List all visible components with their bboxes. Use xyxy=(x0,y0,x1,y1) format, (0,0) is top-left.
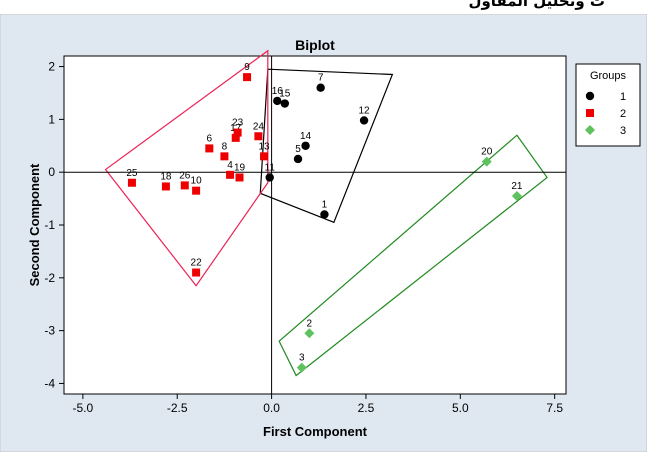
y-tick-label: -4 xyxy=(44,376,55,390)
point-label: 22 xyxy=(191,258,203,269)
point-label: 12 xyxy=(359,105,371,116)
y-tick-label: 0 xyxy=(48,165,55,179)
point-label: 7 xyxy=(318,73,324,84)
point-label: 1 xyxy=(322,199,328,210)
point-18 xyxy=(161,182,170,191)
point-11 xyxy=(265,173,274,182)
point-label: 9 xyxy=(244,62,250,73)
x-tick-label: 0.0 xyxy=(263,401,280,415)
reference-lines xyxy=(64,56,566,394)
point-label: 23 xyxy=(232,118,244,129)
group-outlines xyxy=(104,49,548,377)
point-25 xyxy=(127,178,136,187)
point-label: 8 xyxy=(222,141,228,152)
point-24 xyxy=(254,132,263,141)
legend-title: Groups xyxy=(590,70,627,82)
point-22 xyxy=(192,268,201,277)
point-label: 16 xyxy=(272,86,284,97)
legend: Groups 1 2 3 xyxy=(575,63,641,147)
point-label: 5 xyxy=(295,144,301,155)
group-1-outline xyxy=(259,68,394,224)
point-8 xyxy=(220,152,229,161)
point-5 xyxy=(293,154,303,164)
point-12 xyxy=(359,116,369,125)
point-6 xyxy=(205,144,214,153)
chart-title: Biplot xyxy=(295,37,335,53)
point-label: 4 xyxy=(227,160,233,171)
point-label: 26 xyxy=(179,170,191,181)
point-label: 20 xyxy=(481,147,493,158)
point-2 xyxy=(304,328,315,339)
chart-figure: Biplot First Component Second Component … xyxy=(0,13,647,453)
y-axis-label: Second Component xyxy=(27,163,42,286)
point-14 xyxy=(301,141,310,150)
point-7 xyxy=(316,83,325,92)
x-tick-label: -2.5 xyxy=(167,401,188,415)
point-15 xyxy=(280,99,290,108)
legend-entry-label: 3 xyxy=(620,125,626,137)
point-19 xyxy=(235,173,244,182)
point-label: 21 xyxy=(511,181,523,192)
plot-area xyxy=(63,55,567,395)
y-tick-label: -2 xyxy=(44,271,55,285)
point-9 xyxy=(243,73,252,82)
x-tick-label: 2.5 xyxy=(358,401,375,415)
point-17 xyxy=(231,133,240,142)
point-20 xyxy=(481,156,492,167)
y-tick-label: -1 xyxy=(44,218,55,232)
point-3 xyxy=(296,362,307,373)
point-4 xyxy=(226,170,235,179)
point-label: 6 xyxy=(207,133,213,144)
legend-box xyxy=(575,63,641,147)
point-21 xyxy=(511,190,522,201)
legend-marker-2 xyxy=(586,109,594,117)
x-tick-label: 7.5 xyxy=(546,401,563,415)
legend-entry-label: 1 xyxy=(620,91,626,103)
point-10 xyxy=(192,186,201,195)
legend-marker-3 xyxy=(585,125,595,135)
x-axis-label: First Component xyxy=(263,424,368,439)
point-13 xyxy=(260,152,269,161)
y-tick-label: 2 xyxy=(48,60,55,74)
legend-entry-label: 2 xyxy=(620,108,626,120)
x-tick-label: -5.0 xyxy=(73,401,94,415)
point-label: 10 xyxy=(191,176,203,187)
point-label: 2 xyxy=(307,318,313,329)
x-tick-label: 5.0 xyxy=(452,401,469,415)
point-16 xyxy=(273,96,282,106)
point-label: 25 xyxy=(126,168,138,179)
y-tick-label: 1 xyxy=(48,112,55,126)
biplot-chart: Biplot First Component Second Component … xyxy=(0,13,647,453)
page-header-fragment: ت وتحليل المقاول xyxy=(0,0,647,14)
y-tick-label: -3 xyxy=(44,324,55,338)
point-label: 19 xyxy=(234,162,246,173)
group-3-outline xyxy=(278,134,548,377)
point-label: 15 xyxy=(279,89,291,100)
point-26 xyxy=(180,181,189,190)
point-label: 3 xyxy=(299,353,305,364)
point-23 xyxy=(233,128,242,137)
legend-marker-1 xyxy=(585,91,595,101)
header-fragment-text: ت وتحليل المقاول xyxy=(468,0,605,10)
point-label: 13 xyxy=(258,141,270,152)
point-label: 14 xyxy=(300,131,312,142)
point-label: 24 xyxy=(253,121,265,132)
point-label: 11 xyxy=(265,162,276,173)
point-1 xyxy=(320,210,329,219)
point-label: 18 xyxy=(160,171,172,182)
group-2-outline xyxy=(104,49,269,287)
point-label: 17 xyxy=(230,123,242,134)
